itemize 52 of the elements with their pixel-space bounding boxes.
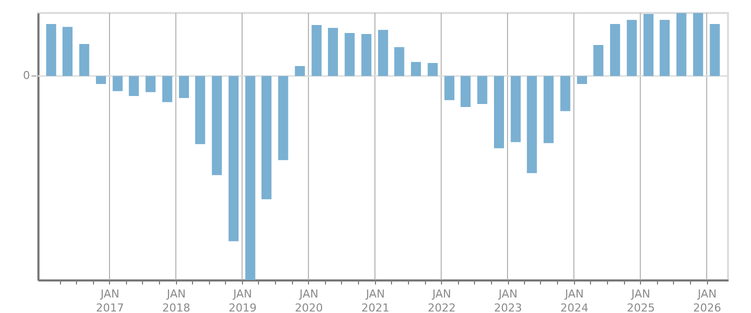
x-tick-label: JAN 2017	[96, 288, 124, 313]
bar	[560, 76, 570, 112]
x-tick-label: JAN 2020	[294, 288, 323, 313]
bar	[228, 76, 239, 242]
bar	[278, 76, 288, 160]
x-tick-label: JAN 2025	[626, 288, 655, 313]
bar	[494, 76, 504, 148]
bar	[593, 45, 604, 76]
bar	[394, 47, 404, 76]
text: 0	[23, 69, 30, 82]
bar	[195, 76, 206, 144]
bar	[644, 14, 654, 76]
bar	[460, 76, 471, 108]
bar	[328, 28, 338, 76]
bar	[178, 76, 189, 98]
bar	[212, 76, 222, 176]
bar	[660, 20, 670, 76]
bar	[245, 76, 256, 280]
bar	[710, 24, 720, 76]
bar	[62, 26, 73, 76]
bar	[378, 30, 388, 76]
x-tick-label: JAN 2022	[428, 288, 456, 313]
bar	[162, 76, 172, 102]
bar	[610, 24, 620, 76]
x-tick-label: JAN 2018	[162, 288, 190, 313]
bar	[312, 25, 322, 76]
bar	[361, 34, 372, 76]
x-tick-label: JAN 2024	[560, 288, 588, 313]
bar	[128, 76, 139, 96]
bar	[626, 20, 637, 76]
bar	[79, 44, 90, 76]
bar	[96, 76, 106, 84]
bar	[510, 76, 521, 142]
bar	[428, 62, 438, 76]
bar	[693, 13, 704, 76]
x-tick-label: JAN 2021	[361, 288, 390, 313]
bar	[294, 66, 305, 76]
bar	[344, 32, 355, 76]
bar	[410, 62, 421, 76]
bar	[444, 76, 454, 100]
x-tick-label: JAN 2026	[693, 288, 722, 313]
bar	[526, 76, 537, 174]
bar	[46, 24, 56, 76]
bar	[577, 76, 588, 84]
x-tick-label: JAN 2023	[494, 288, 522, 313]
bar	[676, 13, 686, 76]
bar	[477, 76, 488, 104]
bar	[112, 76, 123, 92]
x-tick-label: JAN 2019	[228, 288, 257, 313]
bar	[146, 76, 156, 92]
bar	[544, 76, 554, 144]
bar	[261, 76, 272, 200]
